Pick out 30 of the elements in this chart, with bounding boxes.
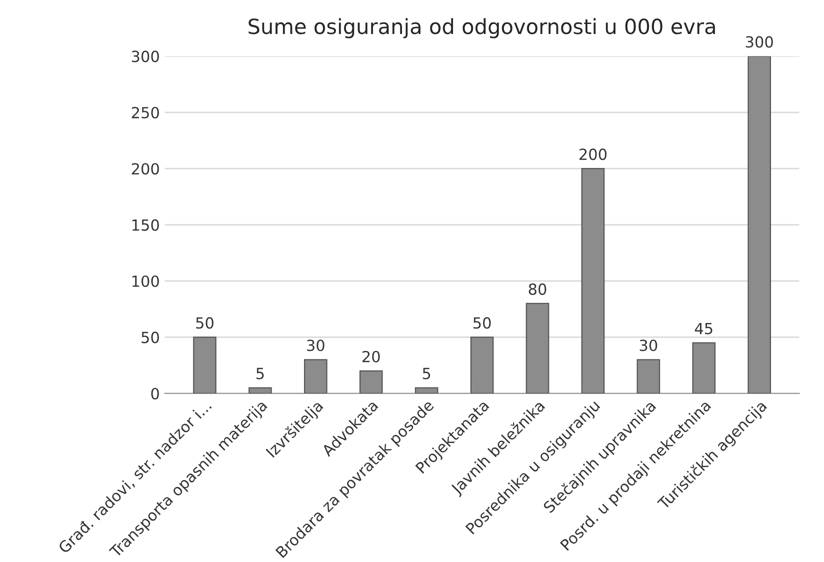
data-label: 20 [362, 350, 380, 362]
data-label: 5 [256, 368, 264, 380]
data-label: 30 [307, 340, 324, 352]
chart-title: Sume osiguranja od odgovornosti u 000 evra [248, 18, 715, 38]
bar [304, 359, 328, 394]
bar [748, 56, 771, 394]
data-label: 30 [640, 340, 658, 352]
data-label: 300 [746, 36, 773, 48]
bar [470, 336, 494, 394]
bar [526, 302, 550, 394]
bar [414, 387, 438, 394]
bar [248, 387, 272, 394]
bar [692, 342, 716, 394]
data-label: 80 [528, 283, 546, 295]
y-tick-label: 250 [132, 106, 159, 118]
y-tick-label: 50 [142, 332, 159, 344]
y-tick-label: 200 [132, 163, 159, 175]
bar [636, 359, 660, 394]
y-tick-label: 0 [151, 388, 159, 400]
y-tick-label: 150 [132, 219, 159, 231]
bar [359, 370, 383, 394]
bar [581, 168, 605, 394]
data-label: 200 [580, 148, 607, 160]
y-tick-label: 300 [132, 50, 159, 62]
data-label: 5 [422, 368, 430, 380]
y-tick-label: 100 [132, 275, 159, 288]
data-label: 50 [196, 317, 214, 329]
data-label: 45 [694, 322, 712, 334]
bar [193, 336, 216, 394]
data-label: 50 [474, 317, 491, 329]
